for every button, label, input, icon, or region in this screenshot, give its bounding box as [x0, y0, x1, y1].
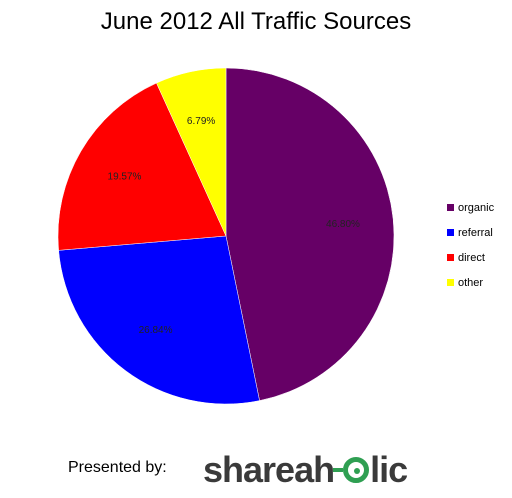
slice-label-referral: 26.84% — [139, 325, 173, 336]
legend-swatch-other — [447, 279, 454, 286]
legend-item-direct: direct — [447, 245, 494, 270]
slice-label-organic: 46.80% — [326, 219, 360, 230]
legend-label-organic: organic — [458, 201, 495, 214]
chart-legend: organic referral direct other — [447, 195, 494, 295]
logo-dash-mark — [333, 468, 344, 472]
pie-slice-other — [156, 67, 227, 237]
shareaholic-logo: shareah lic — [203, 446, 408, 494]
legend-swatch-direct — [447, 254, 454, 261]
legend-swatch-organic — [447, 204, 454, 211]
legend-item-other: other — [447, 270, 494, 295]
pie-slice-referral — [58, 235, 260, 405]
legend-label-other: other — [458, 276, 484, 289]
chart-title: June 2012 All Traffic Sources — [100, 8, 412, 35]
legend-label-referral: referral — [458, 226, 493, 239]
logo-text-end: lic — [370, 449, 408, 490]
legend-label-direct: direct — [458, 251, 485, 264]
pie-slice-direct — [57, 82, 227, 251]
presented-by-label: Presented by: — [68, 459, 167, 476]
legend-swatch-referral — [447, 229, 454, 236]
legend-item-referral: referral — [447, 220, 494, 245]
legend-item-organic: organic — [447, 195, 494, 220]
pie-slice-organic — [225, 67, 395, 401]
slice-label-other: 6.79% — [187, 116, 215, 127]
logo-o-mark — [343, 457, 370, 483]
slice-label-direct: 19.57% — [108, 172, 142, 183]
logo-text-start: shareah — [203, 449, 335, 490]
